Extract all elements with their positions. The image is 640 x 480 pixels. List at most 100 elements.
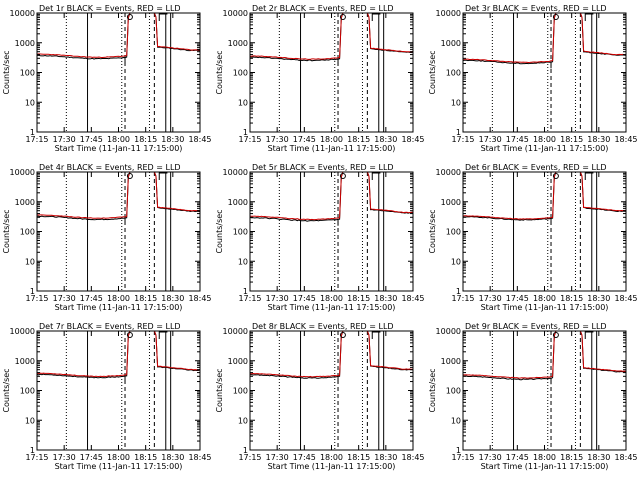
x-tick-label: 18:15 (134, 135, 157, 144)
panel-title: Det 9r BLACK = Events, RED = LLD (465, 322, 607, 331)
y-tick-label: 10 (451, 257, 461, 266)
x-tick-label: 17:30 (53, 453, 76, 462)
plot-frame (36, 330, 201, 451)
x-tick-label: 18:30 (587, 453, 610, 462)
y-tick-label: 10000 (436, 9, 461, 18)
y-axis-label: Counts/sec (2, 368, 11, 412)
y-tick-label: 10 (25, 416, 35, 425)
attenuator-marker (552, 173, 559, 179)
x-tick-label: 17:45 (293, 294, 316, 303)
x-tick-label: 17:30 (479, 135, 502, 144)
y-axis-label: Counts/sec (2, 50, 11, 94)
x-tick-label: 17:15 (25, 294, 48, 303)
events-series-line (462, 171, 627, 221)
y-tick-label: 10000 (10, 327, 35, 336)
y-tick-label: 10 (25, 257, 35, 266)
y-axis-label: Counts/sec (2, 209, 11, 253)
lld-series-line (462, 330, 627, 379)
x-tick-label: 18:15 (347, 294, 370, 303)
x-tick-label: 18:45 (188, 135, 211, 144)
panel-title: Det 8r BLACK = Events, RED = LLD (252, 322, 394, 331)
y-tick-label: 10 (238, 416, 248, 425)
x-tick-label: 18:15 (134, 453, 157, 462)
x-tick-label: 17:45 (506, 294, 529, 303)
x-axis-label: Start Time (11-Jan-11 17:15:00) (268, 303, 396, 312)
x-axis-label: Start Time (11-Jan-11 17:15:00) (268, 144, 396, 153)
y-tick-label: 1000 (441, 198, 461, 207)
panel-title: Det 4r BLACK = Events, RED = LLD (39, 163, 181, 172)
y-tick-label: 10000 (10, 168, 35, 177)
plot-frame (462, 330, 627, 451)
attenuator-marker (339, 332, 346, 338)
y-tick-label: 1 (30, 287, 35, 296)
x-tick-label: 17:30 (53, 294, 76, 303)
x-axis-label: Start Time (11-Jan-11 17:15:00) (268, 462, 396, 471)
x-tick-label: 17:45 (80, 294, 103, 303)
x-tick-label: 18:00 (533, 453, 556, 462)
panel-det-9: Det 9r BLACK = Events, RED = LLD 1 10 100 10… (428, 322, 638, 471)
decimation-marker (158, 13, 168, 21)
attenuator-marker (126, 14, 133, 20)
panel-title: Det 7r BLACK = Events, RED = LLD (39, 322, 181, 331)
x-axis-label: Start Time (11-Jan-11 17:15:00) (481, 462, 609, 471)
x-tick-label: 17:30 (266, 294, 289, 303)
x-tick-label: 18:45 (401, 135, 424, 144)
x-tick-label: 18:30 (161, 135, 184, 144)
y-axis-label: Counts/sec (215, 50, 224, 94)
y-axis-label: Counts/sec (215, 368, 224, 412)
lld-series-line (36, 12, 201, 59)
x-tick-label: 18:30 (587, 294, 610, 303)
plot-frame (249, 12, 414, 133)
y-tick-label: 10000 (223, 9, 248, 18)
events-series-line (249, 330, 414, 379)
x-tick-label: 18:00 (107, 135, 130, 144)
x-tick-label: 18:00 (107, 453, 130, 462)
decimation-marker (371, 13, 381, 21)
decimation-marker (371, 331, 381, 339)
y-tick-label: 1 (456, 446, 461, 455)
panel-title: Det 6r BLACK = Events, RED = LLD (465, 163, 607, 172)
lld-series-line (249, 171, 413, 221)
attenuator-marker (552, 332, 559, 338)
x-tick-label: 17:45 (506, 135, 529, 144)
y-tick-label: 1 (456, 128, 461, 137)
panel-title: Det 1r BLACK = Events, RED = LLD (39, 4, 181, 13)
x-tick-label: 18:30 (374, 294, 397, 303)
decimation-marker (371, 172, 381, 180)
panel-det-1: Det 1r BLACK = Events, RED = LLD 1 10 100 10… (2, 4, 212, 153)
x-axis-label: Start Time (11-Jan-11 17:15:00) (481, 144, 609, 153)
panel-det-2: Det 2r BLACK = Events, RED = LLD 1 10 100 10… (215, 4, 425, 153)
x-tick-label: 17:15 (451, 294, 474, 303)
panel-det-7: Det 7r BLACK = Events, RED = LLD 1 10 100 10… (2, 322, 212, 471)
lld-series-line (249, 12, 414, 60)
attenuator-marker (126, 332, 133, 338)
attenuator-marker (126, 173, 133, 179)
panel-title: Det 5r BLACK = Events, RED = LLD (252, 163, 394, 172)
x-tick-label: 18:45 (614, 453, 637, 462)
lld-series-line (36, 171, 201, 219)
events-series-line (462, 12, 627, 65)
y-axis-label: Counts/sec (215, 209, 224, 253)
y-tick-label: 1 (30, 446, 35, 455)
y-tick-label: 1000 (15, 198, 35, 207)
y-tick-label: 100 (446, 228, 461, 237)
panel-det-3: Det 3r BLACK = Events, RED = LLD 1 10 100 10… (428, 4, 638, 153)
x-tick-label: 18:15 (134, 294, 157, 303)
y-tick-label: 10 (238, 257, 248, 266)
y-axis-label: Counts/sec (428, 50, 437, 94)
plot-frame (462, 171, 627, 292)
x-tick-label: 17:45 (293, 135, 316, 144)
y-tick-label: 100 (20, 69, 35, 78)
x-tick-label: 17:15 (25, 453, 48, 462)
events-series-line (249, 12, 414, 62)
decimation-marker (584, 331, 594, 339)
decimation-marker (584, 172, 594, 180)
y-tick-label: 10000 (10, 9, 35, 18)
decimation-marker (584, 13, 594, 21)
x-tick-label: 18:15 (560, 294, 583, 303)
decimation-marker (158, 172, 168, 180)
lld-series-line (462, 12, 626, 64)
y-tick-label: 10 (238, 98, 248, 107)
y-tick-label: 100 (446, 69, 461, 78)
